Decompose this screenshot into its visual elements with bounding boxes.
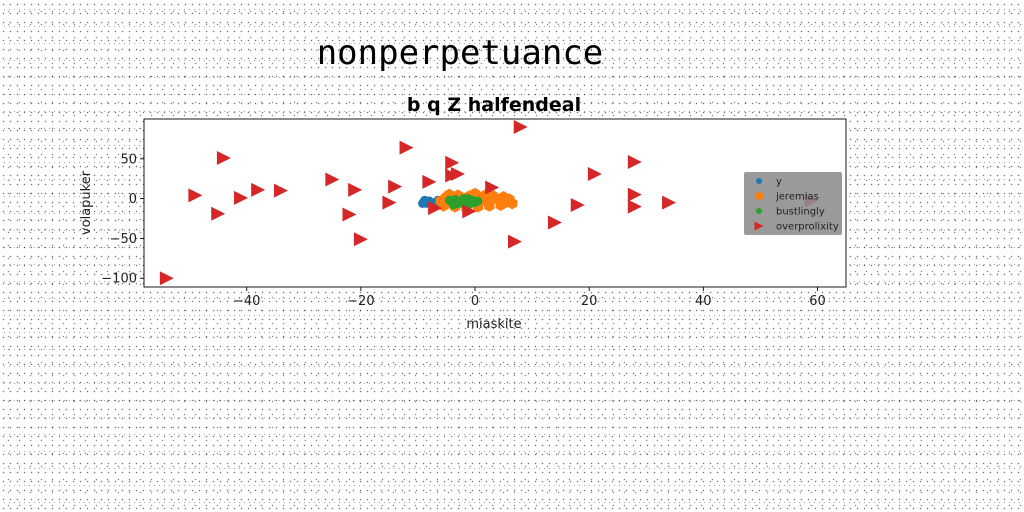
- chart-title: b q Z halfendeal: [407, 94, 581, 116]
- data-point-overprolixity: [513, 119, 528, 134]
- data-point-overprolixity: [353, 232, 368, 247]
- data-point-jeremias: [484, 199, 495, 212]
- legend-box: [744, 172, 842, 235]
- data-point-overprolixity: [342, 207, 357, 222]
- x-tick-label: 20: [581, 294, 598, 309]
- data-point-overprolixity: [547, 215, 562, 230]
- data-point-overprolixity: [251, 182, 266, 197]
- data-point-overprolixity: [485, 180, 500, 195]
- y-tick-label: 50: [120, 152, 137, 167]
- data-point-overprolixity: [570, 197, 585, 212]
- x-tick-label: 40: [695, 294, 712, 309]
- legend: y jeremias bustlingly overprolixity: [744, 172, 842, 235]
- series-bustlingly: [444, 194, 483, 210]
- data-point-overprolixity: [211, 206, 226, 221]
- y-axis-label: volapuker: [79, 170, 94, 235]
- data-point-bustlingly: [473, 196, 483, 206]
- data-point-overprolixity: [382, 195, 397, 210]
- legend-label-bustlingly: bustlingly: [776, 207, 825, 218]
- data-point-overprolixity: [273, 183, 288, 198]
- legend-label-y: y: [776, 177, 782, 188]
- data-point-overprolixity: [450, 166, 465, 181]
- data-point-overprolixity: [428, 201, 443, 216]
- y-tick-label: −100: [101, 272, 137, 287]
- data-point-overprolixity: [445, 155, 460, 170]
- data-point-overprolixity: [462, 204, 477, 219]
- data-point-overprolixity: [399, 140, 414, 155]
- data-point-jeremias: [506, 197, 518, 210]
- data-point-overprolixity: [234, 190, 249, 205]
- data-point-y: [418, 198, 428, 208]
- x-axis-label: miaskite: [466, 317, 521, 332]
- x-tick-label: 0: [471, 294, 479, 309]
- legend-marker-bustlingly: [756, 208, 762, 214]
- data-point-overprolixity: [507, 234, 522, 249]
- data-point-overprolixity: [325, 172, 340, 187]
- y-tick-label: 0: [129, 192, 137, 207]
- x-tick-label: −40: [233, 294, 260, 309]
- data-point-bustlingly: [463, 194, 473, 204]
- axis-ticks: −40 −20 0 20 40 60 −100 −50 0 50: [101, 152, 825, 309]
- data-point-overprolixity: [627, 187, 642, 202]
- data-point-bustlingly: [448, 200, 458, 210]
- data-point-overprolixity: [348, 182, 363, 197]
- data-point-overprolixity: [388, 179, 403, 194]
- chart-suptitle: nonperpetuance: [317, 33, 604, 73]
- y-tick-label: −50: [110, 232, 137, 247]
- legend-label-overprolixity: overprolixity: [776, 222, 839, 233]
- data-point-overprolixity: [159, 271, 174, 286]
- data-point-overprolixity: [422, 174, 437, 189]
- legend-marker-jeremias: [755, 191, 763, 201]
- data-point-overprolixity: [188, 188, 203, 203]
- data-point-overprolixity: [216, 151, 231, 166]
- legend-marker-overprolixity: [754, 221, 764, 231]
- legend-marker-y: [756, 178, 762, 184]
- data-point-overprolixity: [587, 166, 602, 181]
- data-point-jeremias: [495, 199, 506, 211]
- data-point-overprolixity: [627, 154, 642, 169]
- x-tick-label: −20: [347, 294, 374, 309]
- data-point-overprolixity: [662, 195, 677, 210]
- x-tick-label: 60: [809, 294, 826, 309]
- data-point-overprolixity: [627, 199, 642, 214]
- legend-label-jeremias: jeremias: [775, 192, 819, 203]
